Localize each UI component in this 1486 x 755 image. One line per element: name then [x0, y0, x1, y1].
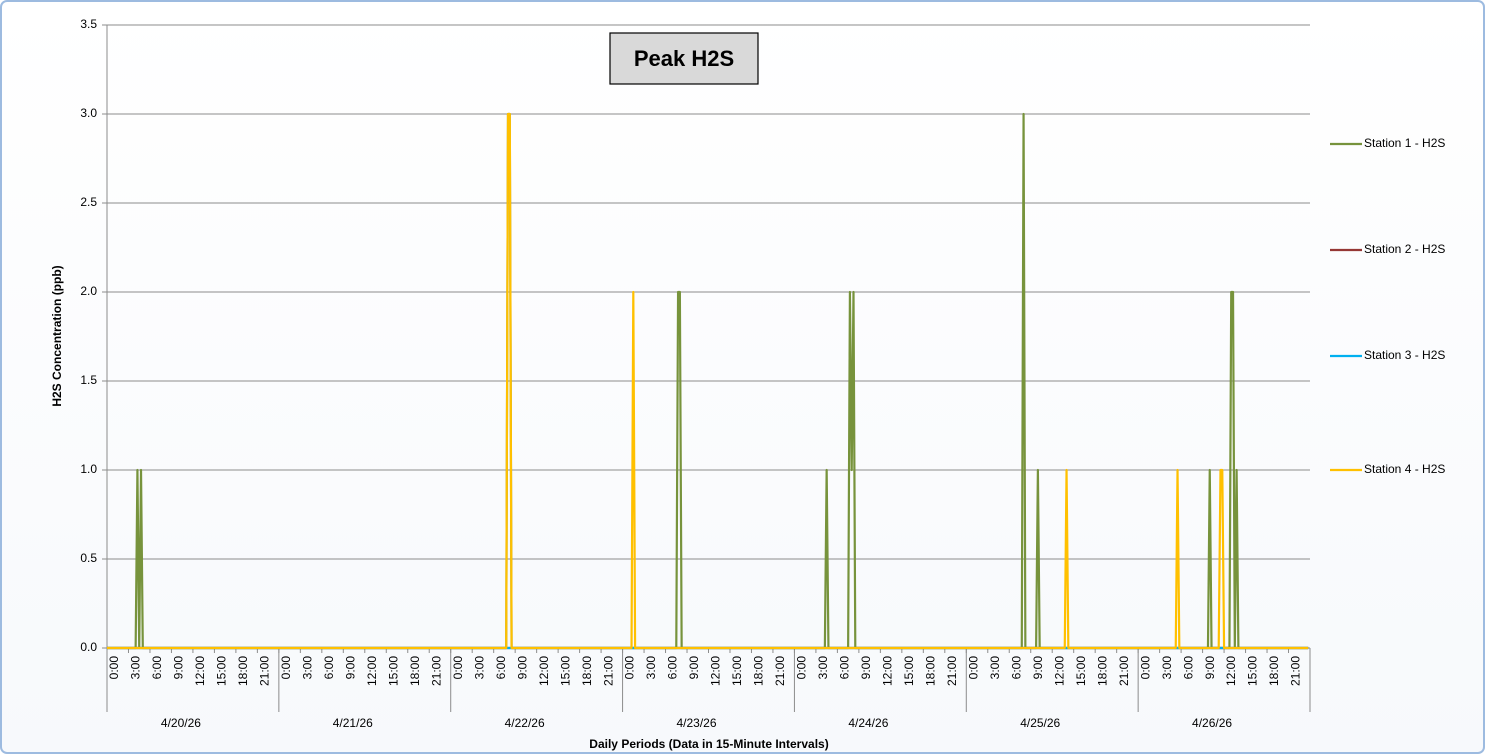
x-tick-label: 9:00 — [1203, 656, 1217, 680]
title-box — [609, 32, 759, 85]
x-tick-label: 15:00 — [1074, 656, 1088, 686]
x-tick-label: 3:00 — [472, 656, 486, 680]
y-axis-title: H2S Concentration (ppb) — [50, 265, 64, 406]
y-tick-label: 3.0 — [80, 106, 97, 120]
x-tick-label: 21:00 — [429, 656, 443, 686]
x-tick-label: 21:00 — [773, 656, 787, 686]
x-tick-label: 6:00 — [1009, 656, 1023, 680]
x-tick-label: 9:00 — [687, 656, 701, 680]
x-tick-label: 3:00 — [1160, 656, 1174, 680]
x-tick-label: 15:00 — [215, 656, 229, 686]
y-tick-label: 2.0 — [80, 284, 97, 298]
x-tick-label: 3:00 — [129, 656, 143, 680]
x-tick-label: 0:00 — [623, 656, 637, 680]
x-tick-label: 18:00 — [1095, 656, 1109, 686]
x-tick-label: 9:00 — [1031, 656, 1045, 680]
chart-title: Peak H2S — [634, 46, 734, 71]
x-tick-label: 6:00 — [150, 656, 164, 680]
y-tick-label: 0.0 — [80, 640, 97, 654]
x-tick-label: 15:00 — [902, 656, 916, 686]
day-label: 4/22/26 — [505, 716, 545, 730]
x-tick-label: 3:00 — [644, 656, 658, 680]
y-tick-label: 2.5 — [80, 195, 97, 209]
x-tick-label: 6:00 — [322, 656, 336, 680]
x-tick-label: 3:00 — [816, 656, 830, 680]
x-tick-label: 21:00 — [258, 656, 272, 686]
x-tick-label: 9:00 — [172, 656, 186, 680]
x-tick-label: 0:00 — [1138, 656, 1152, 680]
y-tick-label: 0.5 — [80, 551, 97, 565]
series-line — [107, 112, 1309, 650]
x-tick-label: 12:00 — [365, 656, 379, 686]
x-tick-label: 9:00 — [859, 656, 873, 680]
legend-label: Station 4 - H2S — [1364, 462, 1445, 476]
y-tick-label: 1.5 — [80, 373, 97, 387]
x-tick-label: 6:00 — [494, 656, 508, 680]
x-tick-label: 3:00 — [301, 656, 315, 680]
day-label: 4/20/26 — [161, 716, 201, 730]
x-tick-label: 18:00 — [923, 656, 937, 686]
legend-label: Station 3 - H2S — [1364, 348, 1445, 362]
x-tick-label: 18:00 — [236, 656, 250, 686]
x-tick-label: 0:00 — [107, 656, 121, 680]
x-tick-label: 0:00 — [795, 656, 809, 680]
x-tick-label: 6:00 — [666, 656, 680, 680]
x-tick-label: 15:00 — [558, 656, 572, 686]
x-tick-label: 21:00 — [1117, 656, 1131, 686]
x-tick-label: 12:00 — [1052, 656, 1066, 686]
x-tick-label: 9:00 — [515, 656, 529, 680]
day-label: 4/26/26 — [1192, 716, 1232, 730]
x-tick-label: 18:00 — [580, 656, 594, 686]
day-label: 4/24/26 — [848, 716, 888, 730]
x-tick-label: 0:00 — [966, 656, 980, 680]
x-tick-label: 21:00 — [601, 656, 615, 686]
x-axis-title: Daily Periods (Data in 15-Minute Interva… — [589, 737, 828, 751]
day-label: 4/25/26 — [1020, 716, 1060, 730]
x-tick-label: 15:00 — [386, 656, 400, 686]
x-tick-label: 6:00 — [838, 656, 852, 680]
legend-label: Station 2 - H2S — [1364, 242, 1445, 256]
x-tick-label: 9:00 — [343, 656, 357, 680]
x-tick-label: 12:00 — [881, 656, 895, 686]
x-tick-label: 3:00 — [988, 656, 1002, 680]
x-tick-label: 0:00 — [451, 656, 465, 680]
x-tick-label: 12:00 — [709, 656, 723, 686]
x-tick-label: 18:00 — [408, 656, 422, 686]
x-tick-label: 21:00 — [945, 656, 959, 686]
x-tick-label: 12:00 — [193, 656, 207, 686]
legend-label: Station 1 - H2S — [1364, 136, 1445, 150]
x-tick-label: 12:00 — [537, 656, 551, 686]
y-tick-label: 1.0 — [80, 462, 97, 476]
x-tick-label: 18:00 — [1267, 656, 1281, 686]
x-tick-label: 0:00 — [279, 656, 293, 680]
x-tick-label: 15:00 — [1246, 656, 1260, 686]
x-tick-label: 18:00 — [752, 656, 766, 686]
x-tick-label: 21:00 — [1289, 656, 1303, 686]
x-tick-label: 15:00 — [730, 656, 744, 686]
y-tick-label: 3.5 — [80, 17, 97, 31]
day-label: 4/23/26 — [676, 716, 716, 730]
x-tick-label: 6:00 — [1181, 656, 1195, 680]
x-tick-label: 12:00 — [1224, 656, 1238, 686]
day-label: 4/21/26 — [333, 716, 373, 730]
